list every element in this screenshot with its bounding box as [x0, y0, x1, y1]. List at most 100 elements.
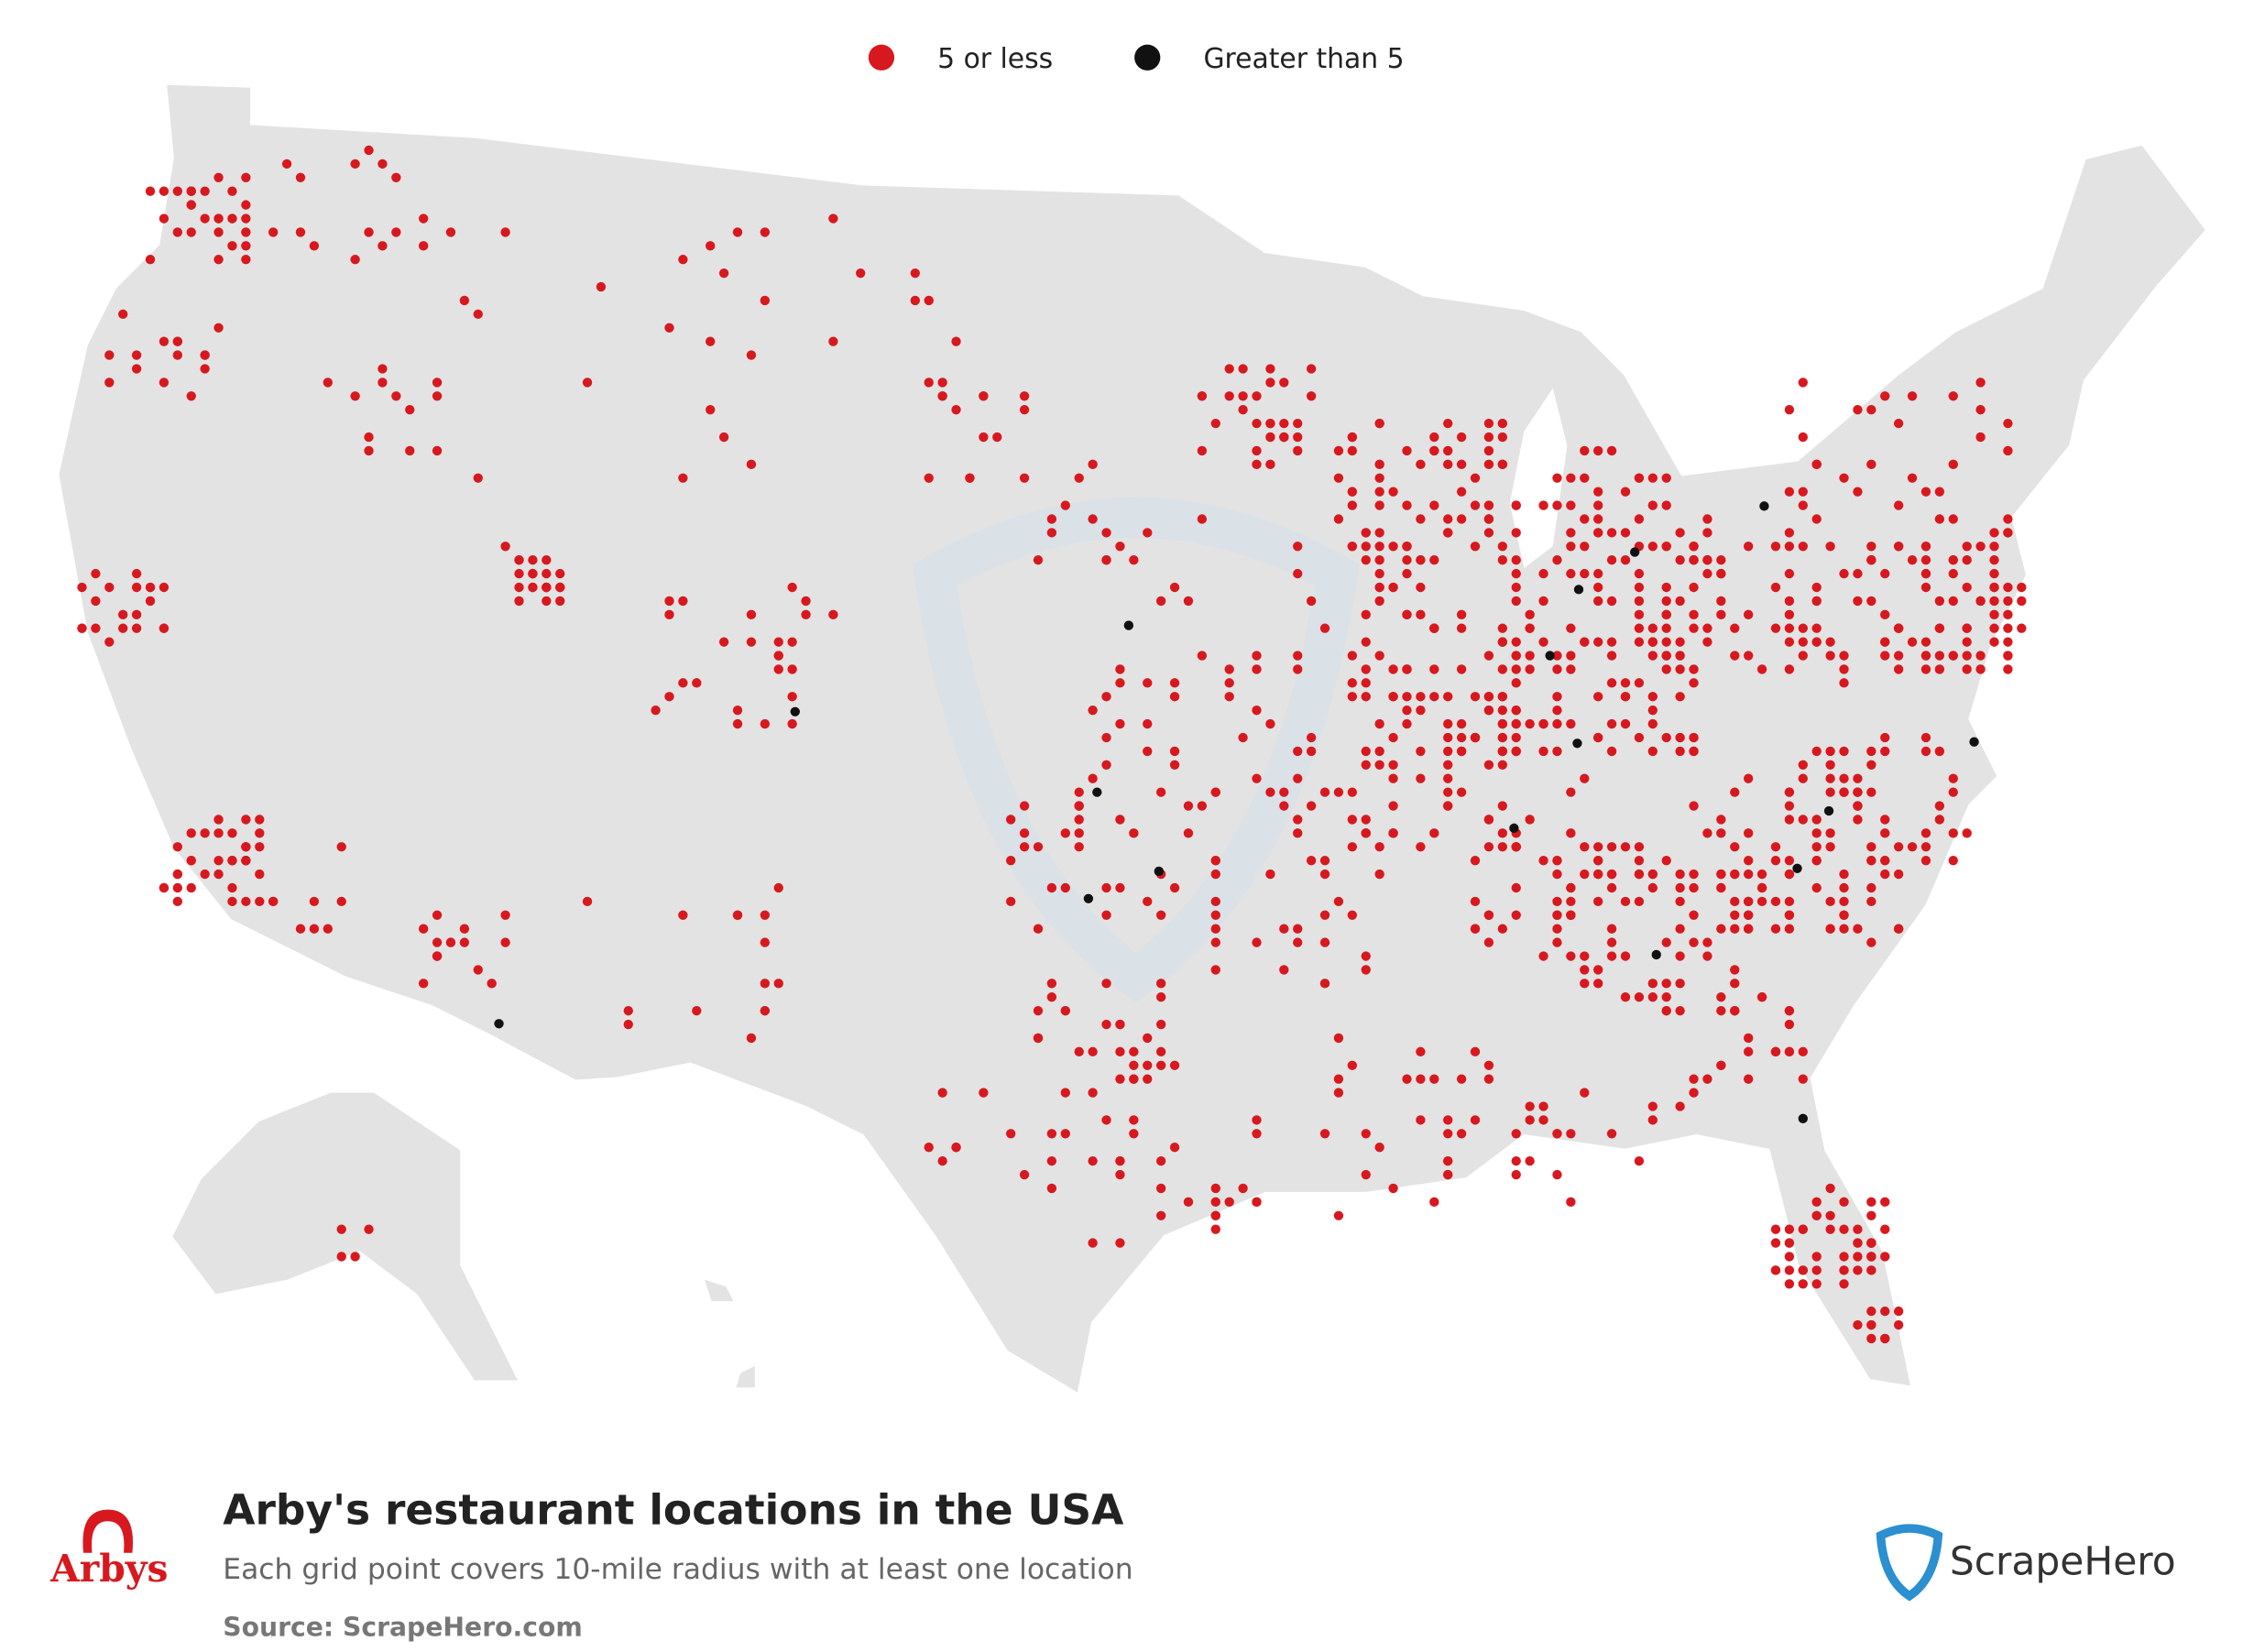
location-dot	[1825, 1183, 1835, 1194]
location-dot	[1634, 732, 1645, 743]
location-dot	[1606, 924, 1617, 934]
location-dot	[1593, 487, 1603, 497]
location-dot	[746, 609, 757, 620]
location-dot	[1934, 801, 1945, 811]
location-dot	[1661, 992, 1671, 1002]
location-dot	[1197, 514, 1208, 524]
location-dot	[1552, 1129, 1562, 1139]
location-dot	[1880, 1224, 1890, 1234]
legend-label: 5 or less	[937, 43, 1053, 75]
location-dot	[1743, 828, 1754, 838]
location-dot	[1293, 542, 1303, 552]
location-dot	[1511, 555, 1521, 565]
source: Source: ScrapeHero.com	[223, 1613, 583, 1643]
location-dot	[1429, 664, 1439, 674]
location-dot	[1429, 1197, 1439, 1208]
location-dot	[1934, 514, 1945, 524]
location-dot	[1730, 924, 1740, 934]
location-dot	[1101, 1115, 1111, 1125]
location-dot	[1046, 528, 1057, 538]
location-dot	[1839, 1279, 1849, 1289]
location-dot	[1839, 678, 1849, 688]
location-dot	[1798, 651, 1808, 661]
location-dot	[1743, 651, 1754, 661]
location-dot	[1483, 500, 1494, 510]
location-dot	[1538, 718, 1548, 729]
location-dot	[1907, 391, 1918, 401]
location-dot	[1155, 992, 1166, 1002]
location-dot	[760, 227, 771, 237]
location-dot	[1197, 445, 1208, 456]
location-dot	[1115, 542, 1125, 552]
location-dot	[1743, 1074, 1754, 1084]
location-dot	[1483, 445, 1494, 456]
location-dot	[418, 213, 429, 224]
location-dot	[1470, 1046, 1481, 1057]
location-dot	[1155, 1060, 1166, 1070]
location-dot	[924, 295, 934, 306]
location-dot	[1811, 815, 1822, 825]
location-dot	[1784, 528, 1795, 538]
location-dot	[1511, 746, 1521, 757]
location-dot	[1115, 1019, 1125, 1030]
location-dot	[1525, 623, 1535, 633]
location-dot	[377, 159, 388, 170]
location-dot	[1866, 555, 1876, 565]
location-dot	[542, 568, 552, 579]
location-dot	[336, 842, 346, 852]
location-dot	[1962, 651, 1972, 661]
location-dot-dense	[1154, 866, 1164, 877]
location-dot	[1402, 555, 1412, 565]
location-dot	[1880, 732, 1890, 743]
location-dot	[350, 255, 360, 265]
location-dot	[1756, 869, 1767, 880]
location-dot	[227, 896, 237, 907]
location-dot	[1347, 487, 1358, 497]
location-dot	[1319, 787, 1330, 797]
location-dot	[1647, 637, 1658, 647]
location-dot	[1252, 706, 1262, 716]
location-dot	[1716, 568, 1726, 579]
location-dot	[1552, 664, 1562, 674]
location-dot	[1689, 882, 1699, 893]
location-dot	[1252, 445, 1262, 456]
location-dot	[951, 336, 961, 346]
location-dot	[1580, 473, 1590, 483]
location-dot	[1975, 405, 1986, 415]
location-dot	[1115, 718, 1125, 729]
location-dot	[2003, 623, 2013, 633]
location-dot	[1839, 882, 1849, 893]
location-dot	[1456, 514, 1467, 524]
location-dot	[1402, 718, 1412, 729]
location-dot	[1730, 651, 1740, 661]
location-dot	[1115, 882, 1125, 893]
location-dot	[1920, 582, 1931, 593]
location-dot	[391, 227, 401, 237]
location-dot	[1675, 596, 1685, 607]
location-dot	[1702, 555, 1712, 565]
location-dot	[1975, 542, 1986, 552]
location-dot	[1333, 473, 1344, 483]
location-dot	[418, 924, 429, 934]
location-dot	[1798, 542, 1808, 552]
location-dot	[951, 1143, 961, 1153]
location-dot	[1511, 664, 1521, 674]
location-dot	[1388, 773, 1398, 783]
location-dot	[1265, 718, 1275, 729]
location-dot	[1798, 377, 1808, 388]
location-dot	[1293, 651, 1303, 661]
watermark	[913, 497, 1360, 1003]
location-dot	[678, 910, 688, 920]
location-dot	[1155, 910, 1166, 920]
location-dot	[1606, 528, 1617, 538]
location-dot	[828, 213, 838, 224]
location-dot	[1839, 664, 1849, 674]
location-dot	[1197, 391, 1208, 401]
location-dot-dense	[1969, 737, 1979, 747]
location-dot	[1361, 828, 1371, 838]
location-dot	[1743, 1046, 1754, 1057]
location-dot	[1647, 542, 1658, 552]
location-dot	[1866, 459, 1876, 470]
location-dot	[377, 377, 388, 388]
location-dot	[1293, 828, 1303, 838]
